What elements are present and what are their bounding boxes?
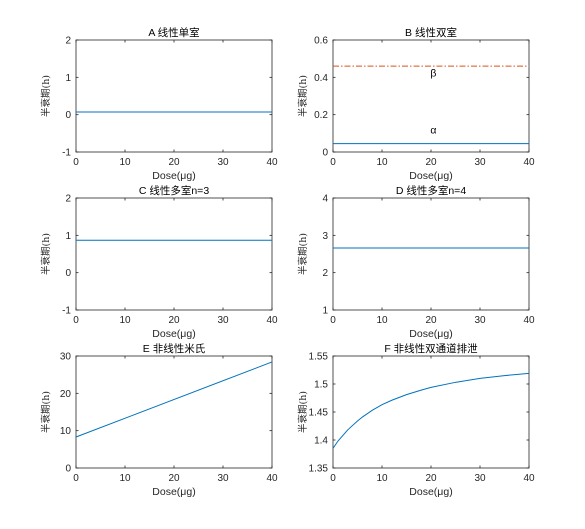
- chart-title: A 线性单室: [148, 26, 199, 39]
- subplot-f: 0 10 20 30 40 1.35 1.4 1.45 1.5 1.55 F 非线性双通道排泄 Dos…: [297, 342, 535, 498]
- annotation-label: β: [430, 67, 436, 79]
- y-tick-label: 4: [322, 194, 328, 205]
- x-tick-label: 0: [330, 157, 336, 168]
- y-tick-label: 0: [322, 148, 328, 159]
- subplot-d: 0 10 20 30 40 1 2 3 4 D 线性多室n=4 Dose(μg) 半衰期(h): [297, 184, 535, 340]
- x-tick-label: 10: [376, 315, 388, 326]
- y-tick-label: 0: [65, 464, 71, 475]
- x-tick-label: 20: [425, 315, 437, 326]
- x-tick-label: 40: [266, 315, 278, 326]
- x-tick-label: 20: [168, 157, 180, 168]
- y-tick-label: 0.6: [314, 36, 328, 47]
- x-tick-label: 30: [217, 157, 229, 168]
- x-axis-label: Dose(μg): [152, 170, 195, 182]
- x-tick-label: 30: [217, 473, 229, 484]
- y-tick-label: 2: [65, 36, 71, 47]
- x-tick-label: 40: [266, 473, 278, 484]
- x-tick-label: 20: [425, 473, 437, 484]
- y-tick-label: 2: [322, 268, 328, 279]
- x-tick-label: 10: [376, 473, 388, 484]
- x-tick-label: 10: [119, 473, 131, 484]
- y-tick-label: 0.2: [314, 110, 328, 121]
- plot-area: [75, 197, 273, 311]
- x-tick-label: 40: [523, 473, 535, 484]
- plot-area: [75, 39, 273, 153]
- x-axis-label: Dose(μg): [409, 170, 452, 182]
- y-tick-label: -1: [62, 148, 71, 159]
- x-tick-label: 30: [474, 315, 486, 326]
- x-tick-label: 0: [73, 157, 79, 168]
- x-tick-label: 0: [73, 315, 79, 326]
- x-tick-label: 30: [474, 473, 486, 484]
- x-tick-label: 40: [266, 157, 278, 168]
- y-tick-label: 10: [60, 426, 72, 437]
- y-axis-label: 半衰期(h): [40, 391, 52, 433]
- y-tick-label: 20: [60, 389, 72, 400]
- y-axis-label: 半衰期(h): [40, 75, 52, 117]
- x-tick-label: 10: [376, 157, 388, 168]
- y-axis-label: 半衰期(h): [297, 233, 309, 275]
- plot-area: [332, 355, 530, 469]
- x-tick-label: 20: [168, 315, 180, 326]
- x-axis-label: Dose(μg): [152, 328, 195, 340]
- y-tick-label: 30: [60, 352, 72, 363]
- y-tick-label: 1.35: [309, 464, 329, 475]
- y-tick-label: 0: [65, 110, 71, 121]
- x-tick-label: 0: [330, 473, 336, 484]
- chart-title: E 非线性米氏: [143, 342, 206, 355]
- x-axis-label: Dose(μg): [152, 486, 195, 498]
- y-tick-label: 1.4: [314, 436, 328, 447]
- x-tick-label: 40: [523, 315, 535, 326]
- y-tick-label: 1: [322, 306, 328, 317]
- y-tick-label: 2: [65, 194, 71, 205]
- y-tick-label: 1: [65, 231, 71, 242]
- y-tick-label: 0.4: [314, 73, 328, 84]
- subplot-e: 0 10 20 30 40 0 10 20 30 E 非线性米氏 Dose(μg) 半衰期(h): [40, 342, 278, 498]
- plot-area: [332, 197, 530, 311]
- subplot-b: 0 10 20 30 40 0 0.2 0.4 0.6 B 线性双室 Dose(μg) 半衰期(h) β…: [297, 26, 535, 182]
- x-axis-label: Dose(μg): [409, 486, 452, 498]
- x-tick-label: 30: [217, 315, 229, 326]
- y-tick-label: 1.45: [309, 408, 329, 419]
- x-tick-label: 10: [119, 157, 131, 168]
- y-axis-label: 半衰期(h): [297, 391, 309, 433]
- y-tick-label: -1: [62, 306, 71, 317]
- chart-title: D 线性多室n=4: [396, 184, 466, 197]
- x-tick-label: 0: [330, 315, 336, 326]
- x-tick-label: 30: [474, 157, 486, 168]
- y-axis-label: 半衰期(h): [40, 233, 52, 275]
- x-tick-label: 20: [425, 157, 437, 168]
- x-axis-label: Dose(μg): [409, 328, 452, 340]
- x-tick-label: 10: [119, 315, 131, 326]
- y-tick-label: 1: [65, 73, 71, 84]
- series-line: [75, 361, 273, 438]
- chart-title: F 非线性双通道排泄: [384, 342, 478, 355]
- chart-title: B 线性双室: [405, 26, 457, 39]
- chart-title: C 线性多室n=3: [139, 184, 209, 197]
- annotation-label: α: [430, 124, 436, 136]
- series-line: [332, 372, 530, 449]
- y-tick-label: 1.55: [309, 352, 329, 363]
- x-tick-label: 40: [523, 157, 535, 168]
- x-tick-label: 0: [73, 473, 79, 484]
- y-tick-label: 3: [322, 231, 328, 242]
- y-axis-label: 半衰期(h): [297, 75, 309, 117]
- y-tick-label: 0: [65, 268, 71, 279]
- y-tick-label: 1.5: [314, 380, 328, 391]
- x-tick-label: 20: [168, 473, 180, 484]
